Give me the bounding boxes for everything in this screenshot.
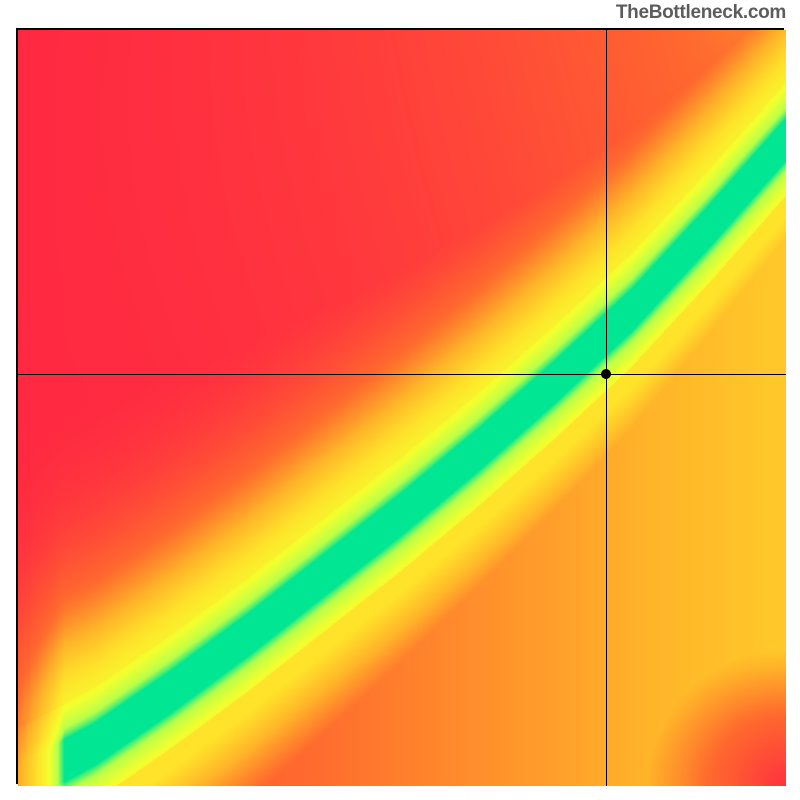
heatmap-canvas xyxy=(18,30,786,786)
crosshair-vertical xyxy=(606,30,607,786)
plot-frame xyxy=(16,28,784,784)
watermark-text: TheBottleneck.com xyxy=(616,2,786,24)
crosshair-horizontal xyxy=(18,374,786,375)
crosshair-marker xyxy=(601,369,611,379)
